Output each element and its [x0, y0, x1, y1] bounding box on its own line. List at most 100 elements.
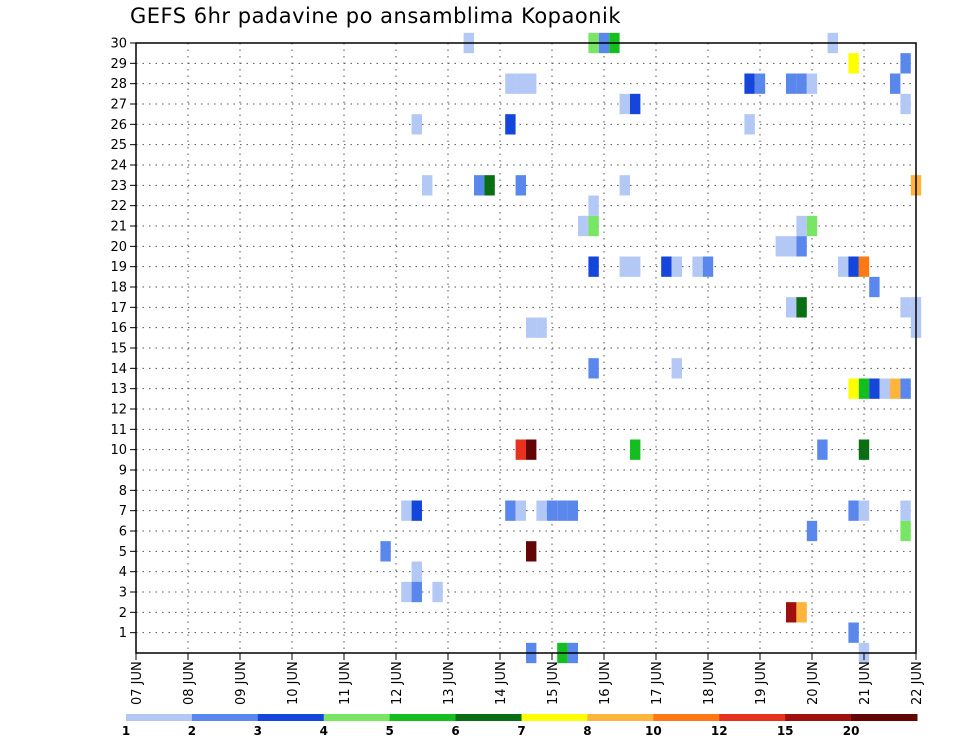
precip-cell [588, 195, 599, 216]
precip-cell [869, 378, 880, 399]
precip-cell [796, 215, 807, 237]
precip-cell [786, 602, 797, 623]
precip-cell [546, 500, 558, 521]
precip-cell [401, 581, 412, 603]
precip-cell [848, 256, 859, 277]
precip-cell [806, 215, 818, 237]
y-tick-label: 3 [119, 586, 127, 601]
chart-title: GEFS 6hr padavine po ansamblima Kopaonik [130, 4, 622, 28]
precip-cell [411, 114, 422, 135]
x-tick-label: 09 JUN [234, 661, 249, 705]
x-tick-label: 22 JUN [910, 661, 925, 705]
precip-cell [858, 500, 870, 521]
y-tick-label: 19 [110, 260, 127, 275]
x-tick-label: 15 JUN [546, 661, 561, 705]
x-tick-label: 10 JUN [286, 661, 301, 705]
precip-cell [515, 175, 526, 196]
y-tick-label: 4 [119, 565, 127, 580]
y-tick-label: 20 [110, 240, 127, 255]
precip-cell [858, 256, 870, 277]
y-tick-label: 21 [110, 220, 127, 235]
y-tick-label: 16 [110, 321, 127, 336]
precip-cell [692, 256, 703, 277]
precip-cell [661, 256, 672, 277]
precip-cell [578, 215, 589, 237]
x-axis: 07 JUN 08 JUN 09 JUN 10 JUN 11 JUN 12 JUN 13 J… [130, 653, 925, 705]
precip-cell [754, 73, 766, 94]
precip-cell [505, 500, 516, 521]
precip-cell [671, 358, 682, 379]
y-tick-label: 17 [110, 301, 127, 316]
precip-cell [900, 53, 911, 74]
precip-cell [505, 114, 516, 135]
legend-swatch [126, 714, 193, 721]
precip-cell [744, 73, 755, 94]
precip-cell [619, 175, 630, 196]
y-tick-label: 23 [110, 179, 127, 194]
y-tick-label: 22 [110, 199, 127, 214]
legend-swatch [191, 714, 259, 721]
legend-label: 1 [122, 724, 130, 738]
precip-cell [869, 276, 880, 298]
y-tick-label: 24 [110, 159, 127, 174]
precip-cell [796, 602, 807, 623]
precip-cell [744, 114, 755, 135]
precip-cell [890, 378, 901, 399]
y-tick-label: 29 [110, 57, 127, 72]
precip-cell [702, 256, 714, 277]
precip-cell [879, 378, 890, 399]
precip-cell [536, 317, 547, 338]
y-tick-label: 18 [110, 281, 127, 296]
y-tick-label: 11 [110, 423, 127, 438]
legend-label: 10 [645, 724, 662, 738]
precip-cell [858, 439, 870, 460]
precip-cell [796, 297, 807, 318]
precip-cell [630, 93, 641, 115]
x-tick-label: 19 JUN [754, 661, 769, 705]
precip-cell [848, 378, 859, 399]
precip-cell [567, 500, 578, 521]
legend-swatch [521, 714, 588, 721]
precip-cell [411, 561, 422, 582]
color-legend: 1 2 3 4 5 6 7 8 10 12 15 20 [122, 714, 918, 738]
y-tick-label: 5 [119, 545, 127, 560]
legend-swatch [257, 714, 325, 721]
y-tick-label: 30 [110, 37, 127, 52]
y-tick-label: 9 [119, 464, 127, 479]
y-tick-label: 28 [110, 77, 127, 92]
precip-cell [536, 500, 547, 521]
legend-swatch [323, 714, 391, 721]
legend-swatch [653, 714, 720, 721]
precip-cell [588, 358, 599, 379]
legend-label: 7 [517, 724, 525, 738]
legend-label: 20 [843, 724, 860, 738]
x-tick-label: 20 JUN [806, 661, 821, 705]
y-tick-label: 10 [110, 443, 127, 458]
precip-cell [557, 500, 568, 521]
y-tick-label: 1 [119, 626, 127, 641]
y-tick-label: 14 [110, 362, 127, 377]
x-tick-label: 17 JUN [650, 661, 665, 705]
precip-cell [526, 317, 537, 338]
precip-cell [806, 73, 818, 94]
y-tick-label: 6 [119, 525, 127, 540]
precip-cell [848, 53, 859, 74]
precip-cell [796, 236, 807, 257]
precip-cell [630, 256, 641, 277]
x-tick-label: 16 JUN [598, 661, 613, 705]
precip-cell [526, 73, 537, 94]
legend-label: 12 [711, 724, 728, 738]
legend-label: 4 [320, 724, 328, 738]
precip-cell [526, 541, 537, 562]
precip-cell [422, 175, 433, 196]
precip-cell [474, 175, 485, 196]
legend-swatch [851, 714, 918, 721]
legend-label: 8 [583, 724, 591, 738]
precip-cell [848, 622, 859, 643]
y-tick-label: 2 [119, 606, 127, 621]
legend-label: 15 [777, 724, 794, 738]
y-tick-label: 7 [119, 504, 127, 519]
legend-swatch [785, 714, 852, 721]
precip-cell [526, 439, 537, 460]
